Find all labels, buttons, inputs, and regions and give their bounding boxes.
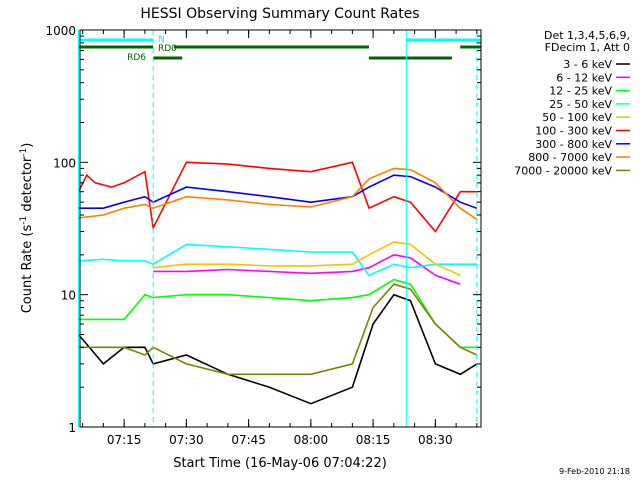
- y-axis-label: Count Rate (s-1 detector-1): [19, 143, 35, 314]
- state-bar-n-label: N: [158, 35, 165, 45]
- y-tick-label: 10: [61, 289, 76, 303]
- legend-label-800-7000-kev: 800 - 7000 keV: [528, 151, 612, 164]
- x-tick-label: 07:15: [107, 433, 142, 447]
- plot-frame: [79, 29, 482, 428]
- series-50-100-kev-line: [153, 241, 461, 277]
- y-tick-label: 1: [68, 421, 76, 435]
- legend-label-50-100-kev: 50 - 100 keV: [542, 111, 612, 124]
- legend-label-300-800-kev: 300 - 800 keV: [535, 138, 612, 151]
- series-300-800-kev-line: [78, 174, 478, 209]
- legend-label-7000-20000-kev: 7000 - 20000 keV: [514, 164, 612, 177]
- x-axis-label: Start Time (16-May-06 07:04:22): [173, 456, 387, 471]
- legend-label-3-6-kev: 3 - 6 keV: [563, 58, 612, 71]
- date-stamp: 9-Feb-2010 21:18: [559, 467, 630, 476]
- series-6-12-kev-line: [153, 253, 461, 285]
- legend-label-12-25-kev: 12 - 25 keV: [549, 85, 612, 98]
- series-12-25-kev-line: [78, 278, 477, 349]
- x-tick-label: 07:45: [231, 433, 266, 447]
- x-tick-label: 08:00: [294, 433, 329, 447]
- y-tick-label: 100: [53, 156, 76, 170]
- x-tick-label: 07:30: [169, 433, 204, 447]
- y-tick-label: 1000: [45, 24, 76, 38]
- state-bar-rd6-label: RD6: [127, 53, 146, 63]
- series-7000-20000-kev-line: [78, 283, 478, 376]
- series-100-300-kev-line: [77, 161, 477, 233]
- chart-title: HESSI Observing Summary Count Rates: [140, 6, 419, 22]
- x-tick-label: 08:30: [418, 433, 453, 447]
- legend-header-line-1: Det 1,3,4,5,6,9,: [544, 29, 630, 42]
- legend-label-25-50-kev: 25 - 50 keV: [549, 98, 612, 111]
- series-25-50-kev-line: [78, 243, 477, 277]
- legend-label-100-300-kev: 100 - 300 keV: [535, 125, 612, 138]
- series-800-7000-kev-line: [78, 167, 478, 221]
- series-3-6-kev-line: [77, 293, 478, 405]
- legend-header-line-2: FDecim 1, Att 0: [545, 41, 630, 54]
- x-tick-label: 08:15: [356, 433, 391, 447]
- state-bar-rd0-label: RD0: [158, 44, 177, 54]
- legend-label-6-12-kev: 6 - 12 keV: [556, 71, 612, 84]
